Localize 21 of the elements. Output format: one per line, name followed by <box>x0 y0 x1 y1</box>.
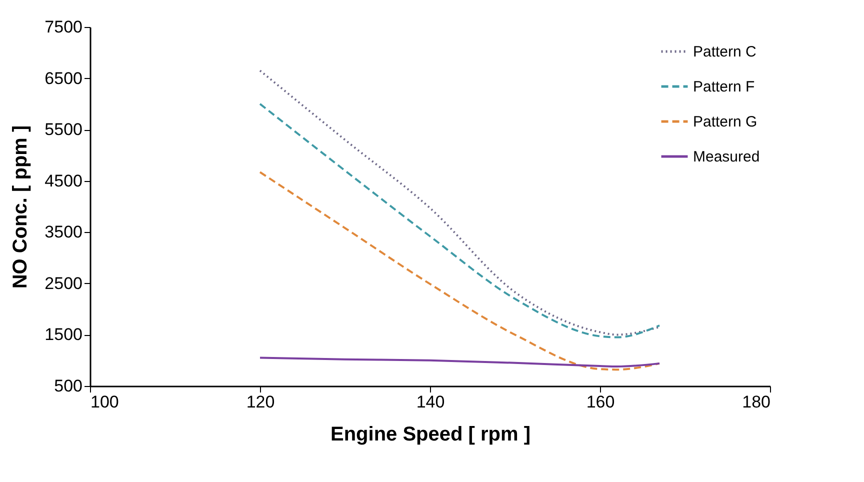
legend-label: Pattern G <box>693 114 758 130</box>
y-tick-label: 4500 <box>44 171 82 190</box>
y-axis-title: NO Conc. [ ppm ] <box>10 125 32 289</box>
x-axis-title: Engine Speed [ rpm ] <box>330 424 531 446</box>
y-tick-label: 2500 <box>44 274 82 293</box>
y-tick-label: 6500 <box>44 68 82 88</box>
x-tick-label: 120 <box>246 392 275 412</box>
x-tick-label: 160 <box>586 392 615 412</box>
x-tick-label: 140 <box>416 392 445 412</box>
x-tick-label: 100 <box>90 392 119 412</box>
legend-label: Measured <box>693 148 760 166</box>
y-tick-label: 1500 <box>44 325 82 344</box>
x-tick-label: 180 <box>742 392 770 412</box>
y-tick-label: 7500 <box>44 18 82 36</box>
line-series <box>259 171 660 371</box>
legend-label: Pattern F <box>693 78 755 96</box>
y-tick-label: 3500 <box>44 222 82 242</box>
y-tick-label: 500 <box>54 376 82 396</box>
y-tick-label: 5500 <box>44 120 82 140</box>
line-series <box>259 356 660 368</box>
legend-label: Pattern C <box>693 44 757 60</box>
